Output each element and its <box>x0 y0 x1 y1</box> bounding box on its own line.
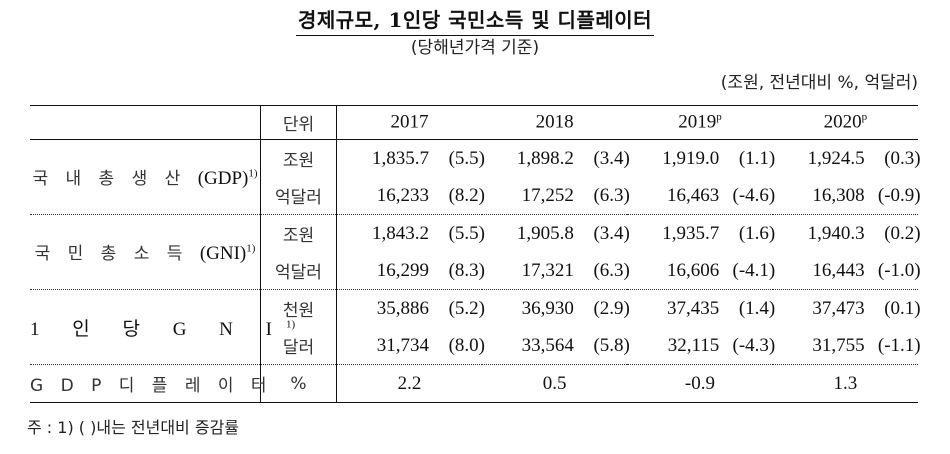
header-label-cell <box>30 106 261 140</box>
unit-cell: 조원 <box>260 139 337 177</box>
header-unit: 단위 <box>260 105 337 140</box>
table-row: 억달러 16,233 (8.2) 17,252 (6.3) 16,463 (-4.6)… <box>30 177 921 215</box>
unit-cell: % <box>260 364 337 403</box>
header-year-2017: 2017 <box>390 111 429 133</box>
value-cell: 16,443 (-1.0) <box>812 259 921 281</box>
value-cell: 2.2 <box>397 372 422 394</box>
value-cell: 1,919.0 (1.1) <box>662 147 776 169</box>
unit-cell: 천원 <box>260 289 337 327</box>
unit-cell: 억달러 <box>260 177 337 215</box>
footnote: 주 : 1) ( )내는 전년대비 증감률 <box>27 418 240 437</box>
value-cell: 0.5 <box>542 372 567 394</box>
economic-indicators-table: 단위 2017 2018 2019p 2020p 국 내 총 생 산 (GDP)… <box>30 105 921 403</box>
value-cell: 37,473 (0.1) <box>812 297 921 319</box>
value-cell: 1,898.2 (3.4) <box>516 147 630 169</box>
value-cell: 31,755 (-1.1) <box>812 334 921 356</box>
value-cell: 16,233 (8.2) <box>376 184 485 206</box>
document-title: 경제규모, 1인당 국민소득 및 디플레이터 <box>0 6 950 36</box>
value-cell: 16,463 (-4.6) <box>667 184 776 206</box>
value-cell: 31,734 (8.0) <box>376 334 485 356</box>
value-cell: 16,308 (-0.9) <box>812 184 921 206</box>
unit-cell: 억달러 <box>260 252 337 290</box>
value-cell: 35,886 (5.2) <box>376 297 485 319</box>
value-cell: 16,606 (-4.1) <box>667 259 776 281</box>
value-cell: 33,564 (5.8) <box>521 334 630 356</box>
value-cell: 36,930 (2.9) <box>521 297 630 319</box>
value-cell: 1,940.3 (0.2) <box>807 222 921 244</box>
header-year-2018: 2018 <box>535 111 574 133</box>
value-cell: 17,252 (6.3) <box>521 184 630 206</box>
value-cell: 1,843.2 (5.5) <box>372 222 485 244</box>
value-cell: 37,435 (1.4) <box>667 297 776 319</box>
row-label-gni: 국 민 총 소 득 (GNI)1) <box>34 242 256 264</box>
value-cell: 16,299 (8.3) <box>376 259 485 281</box>
header-year-2020: 2020p <box>823 111 868 133</box>
header-year-2019: 2019p <box>678 111 722 133</box>
value-cell: 1,905.8 (3.4) <box>516 222 630 244</box>
table-row: 달러 31,734 (8.0) 33,564 (5.8) 32,115 (-4.3) … <box>30 327 921 365</box>
value-cell: 1,835.7 (5.5) <box>372 147 485 169</box>
row-label-gdp-deflator: G D P 디 플 레 이 터 <box>30 376 273 396</box>
title-text: 경제규모, 1인당 국민소득 및 디플레이터 <box>295 6 655 36</box>
header-row: 단위 2017 2018 2019p 2020p <box>30 105 918 140</box>
table-row: 억달러 16,299 (8.3) 17,321 (6.3) 16,606 (-4.1)… <box>30 252 921 290</box>
value-cell: 1,935.7 (1.6) <box>662 222 776 244</box>
table-row: 국 내 총 생 산 (GDP)1) 조원 1,835.7 (5.5) 1,898.… <box>30 139 921 189</box>
row-label-gdp: 국 내 총 생 산 (GDP)1) <box>32 167 258 189</box>
value-cell: 32,115 (-4.3) <box>667 334 776 356</box>
value-cell: 1,924.5 (0.3) <box>807 147 921 169</box>
subtitle: (당해년가격 기준) <box>410 38 540 58</box>
table-row: 1 인 당 G N I1) 천원 35,886 (5.2) 36,930 (2.9)… <box>30 289 921 340</box>
row-label-per-capita-gni: 1 인 당 G N I1) <box>30 318 296 340</box>
value-cell: -0.9 <box>684 372 715 394</box>
unit-cell: 조원 <box>260 214 337 252</box>
table-row: G D P 디 플 레 이 터 % 2.2 0.5 -0.9 1.3 <box>30 364 918 403</box>
unit-cell: 달러 <box>260 327 337 365</box>
value-cell: 1.3 <box>833 372 858 394</box>
value-cell: 17,321 (6.3) <box>521 259 630 281</box>
table-row: 국 민 총 소 득 (GNI)1) 조원 1,843.2 (5.5) 1,905.… <box>30 214 921 264</box>
unit-note: (조원, 전년대비 %, 억달러) <box>720 73 918 93</box>
